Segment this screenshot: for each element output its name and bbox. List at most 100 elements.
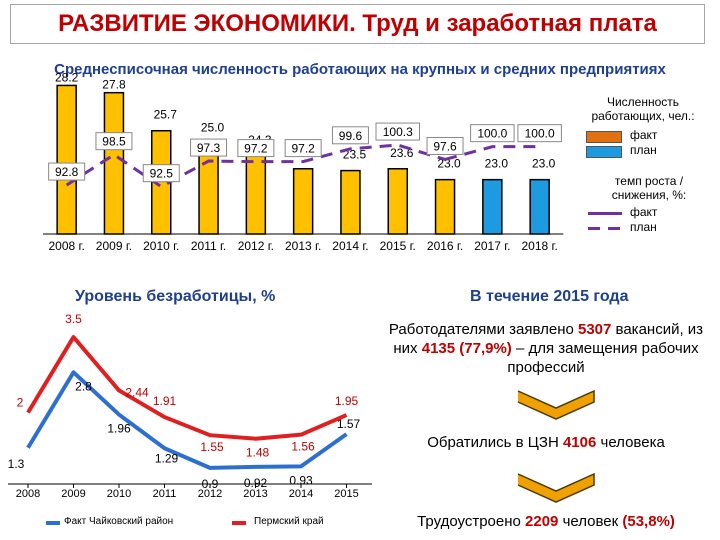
bar-label-3: 25.7 [154, 108, 178, 122]
growth-plan-line [444, 145, 540, 161]
vacancies-mid: вакансий, из них [393, 321, 704, 357]
growth-label-6: 97.2 [291, 142, 315, 156]
x-tick-2013: 2013 [243, 488, 267, 500]
legend-plan-swatch [586, 146, 622, 158]
x-tick-7: 2014 г. [332, 239, 368, 253]
growth-label-9: 97.6 [433, 139, 457, 153]
bar-2 [103, 91, 125, 235]
legend-fact-swatch [586, 131, 622, 143]
czn-post: человека [596, 434, 665, 451]
bar-9 [434, 178, 456, 235]
x-tick-2012: 2012 [198, 488, 222, 500]
vacancies-text: Работодателями заявлено 5307 вакансий, и… [376, 320, 716, 377]
growth-label-8: 100.3 [383, 125, 413, 139]
growth-fact-line [65, 143, 446, 189]
unemployment-label-district-2015: 1.57 [337, 417, 361, 431]
chevron-arrow-2 [517, 472, 595, 503]
unemployment-label-district-2011: 1.29 [155, 451, 179, 465]
bar-label-11: 23.0 [532, 157, 556, 171]
x-tick-1: 2008 г. [49, 239, 85, 253]
legend-region-line [232, 521, 246, 525]
x-tick-2009: 2009 [61, 488, 85, 500]
legend-fact-label: факт [630, 128, 658, 142]
growth-label-11: 100.0 [525, 127, 555, 141]
employed-mid: человек [558, 513, 623, 530]
bar-label-10: 23.0 [485, 157, 509, 171]
employed-count: 2209 [525, 513, 559, 530]
growth-label-box-4 [190, 138, 228, 157]
legend-growth-plan-label: план [630, 220, 657, 234]
bar-6 [292, 168, 314, 235]
unemployment-label-region-2014: 1.56 [291, 440, 315, 454]
unemployment-label-region-2008: 2 [17, 396, 24, 410]
growth-label-box-6 [284, 139, 322, 158]
legend-growth-fact-label: факт [630, 205, 658, 219]
bar-11 [529, 178, 550, 235]
x-tick-2: 2009 г. [96, 239, 132, 253]
czn-count: 4106 [562, 434, 597, 451]
x-tick-6: 2013 г. [285, 239, 321, 253]
bar-label-1: 28.2 [55, 70, 79, 84]
chevron-arrow-1 [517, 389, 595, 420]
growth-label-7: 99.6 [339, 129, 363, 143]
x-tick-3: 2010 г. [143, 239, 179, 253]
employed-pct: (53,8%) [622, 513, 675, 530]
worker-vacancies: 4135 (77,9%) [421, 340, 512, 357]
growth-label-box-3 [142, 164, 180, 183]
unemployment-label-region-2009: 3.5 [65, 312, 82, 326]
chart-subtitle: Среднесписочная численность работающих н… [54, 61, 666, 78]
x-tick-2010: 2010 [107, 488, 131, 500]
employment-bar-chart: 28.2 2008 г. 27.8 2009 г. 25.7 2010 г. 25.0 201… [43, 70, 564, 253]
growth-label-box-8 [375, 122, 420, 141]
growth-label-10: 100.0 [477, 127, 507, 141]
legend-growth-plan-dash-2 [608, 227, 620, 230]
czn-pre: Обратились в ЦЗН [427, 434, 563, 451]
legend-district-label: Факт Чайковский район [64, 516, 174, 527]
bar-10 [482, 178, 503, 235]
unemployment-label-region-2010: 2.44 [125, 385, 149, 399]
x-tick-2015: 2015 [334, 488, 358, 500]
growth-label-3: 92.5 [150, 167, 174, 181]
employed-text: Трудоустроено 2209 человек (53,8%) [376, 512, 716, 531]
page-title: РАЗВИТИЕ ЭКОНОМИКИ. Труд и заработная пл… [58, 10, 657, 37]
growth-label-4: 97.3 [197, 141, 221, 155]
x-tick-2008: 2008 [16, 488, 40, 500]
bar-7 [340, 169, 361, 235]
unemployment-label-region-2013: 1.48 [246, 446, 270, 460]
legend-growth-plan-dash-1 [588, 227, 600, 230]
unemployment-label-region-2012: 1.55 [200, 440, 224, 454]
unemployment-title: Уровень безработицы, % [75, 288, 276, 305]
bar-1 [56, 84, 77, 235]
unemployment-line-district [26, 370, 348, 470]
czn-text: Обратились в ЦЗН 4106 человека [376, 433, 716, 452]
growth-label-box-9 [426, 136, 464, 155]
unemployment-line-region [26, 335, 348, 441]
x-tick-10: 2017 г. [474, 239, 510, 253]
legend-lines-title: темп роста / снижения, %: [611, 174, 687, 202]
bar-label-7: 23.5 [343, 148, 367, 162]
unemployment-label-district-2008: 1.3 [8, 457, 25, 471]
x-tick-4: 2011 г. [191, 239, 226, 253]
growth-label-box-7 [331, 126, 369, 145]
legend-bars-title: Численность работающих, чел.: [591, 95, 695, 123]
unemployment-label-district-2014: 0.93 [289, 473, 313, 487]
growth-label-box-5 [237, 139, 275, 158]
x-tick-2014: 2014 [289, 488, 313, 500]
growth-label-box-2 [95, 132, 133, 151]
x-tick-9: 2016 г. [427, 239, 463, 253]
unemployment-label-district-2013: 0.92 [244, 476, 268, 490]
unemployment-label-district-2009: 2.8 [75, 379, 92, 393]
x-tick-11: 2018 г. [522, 239, 558, 253]
unemployment-label-region-2011: 1.91 [153, 394, 177, 408]
x-tick-8: 2015 г. [380, 239, 416, 253]
title-box: РАЗВИТИЕ ЭКОНОМИКИ. Труд и заработная пл… [10, 4, 705, 44]
legend-plan-label: план [630, 143, 657, 157]
growth-label-2: 98.5 [102, 135, 126, 149]
bar-8 [387, 168, 408, 235]
unemployment-label-district-2010: 1.96 [107, 422, 131, 436]
vacancies-pre: Работодателями заявлено [388, 321, 578, 338]
legend-growth-fact-line [588, 212, 622, 215]
x-tick-5: 2012 г. [238, 239, 274, 253]
